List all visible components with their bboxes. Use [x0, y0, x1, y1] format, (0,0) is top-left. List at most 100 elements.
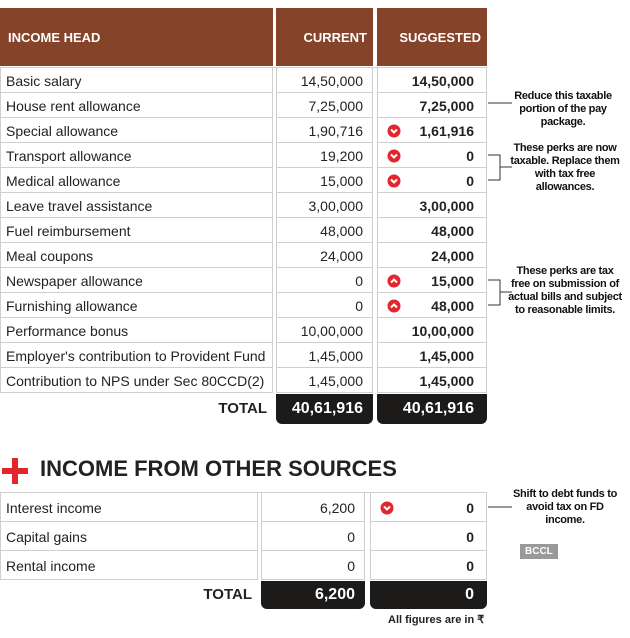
table-cell: [377, 93, 487, 118]
current-value: 24,000: [320, 247, 363, 264]
table-cell: [0, 168, 273, 193]
header-cell: [0, 8, 273, 66]
total-suggested: 40,61,916: [402, 400, 474, 417]
table-cell: [0, 243, 273, 268]
table-cell: [276, 368, 373, 393]
suggested-value: 0: [466, 172, 474, 189]
header-cell: [276, 8, 373, 66]
table-cell: [0, 93, 273, 118]
table-cell: [276, 243, 373, 268]
table-cell: [377, 218, 487, 243]
increase-icon: [387, 274, 401, 287]
footnote: All figures are in ₹: [388, 614, 485, 626]
current-value: 48,000: [320, 222, 363, 239]
credit: BCCL: [520, 544, 558, 559]
table-cell: [0, 318, 273, 343]
table-cell: [377, 193, 487, 218]
total-suggested: 0: [465, 586, 474, 603]
decrease-icon: [387, 174, 401, 187]
row-label: House rent allowance: [6, 97, 141, 114]
suggested-value: 1,45,000: [419, 372, 475, 389]
table-cell: [370, 551, 487, 580]
table-cell: [276, 93, 373, 118]
table-cell: [276, 168, 373, 193]
current-value: 3,00,000: [308, 197, 364, 214]
current-value: 0: [347, 557, 355, 574]
table-cell: [0, 268, 273, 293]
suggested-value: 48,000: [431, 297, 474, 314]
note: Shift to debt funds to avoid tax on FD i…: [513, 488, 617, 526]
total-box: [261, 581, 365, 609]
total-current: 40,61,916: [291, 400, 363, 417]
table-cell: [377, 318, 487, 343]
row-label: Meal coupons: [6, 247, 94, 264]
table-cell: [276, 318, 373, 343]
table-cell: [0, 118, 273, 143]
note: Reduce this taxable portion of the pay p…: [514, 90, 612, 128]
row-label: Special allowance: [6, 122, 119, 139]
table-cell: [276, 293, 373, 318]
table-cell: [377, 68, 487, 93]
table-cell: [261, 493, 365, 522]
suggested-value: 48,000: [431, 222, 474, 239]
note: These perks are now taxable. Replace the…: [510, 142, 620, 193]
section-title: INCOME FROM OTHER SOURCES: [40, 456, 397, 481]
row-label: Newspaper allowance: [6, 272, 143, 289]
table-cell: [0, 68, 273, 93]
column-header: INCOME HEAD: [8, 30, 101, 45]
current-value: 10,00,000: [300, 322, 363, 339]
row-label: Capital gains: [6, 528, 87, 545]
total-box: [377, 394, 487, 424]
row-label: Contribution to NPS under Sec 80CCD(2): [6, 372, 265, 389]
table-cell: [0, 193, 273, 218]
header-cell: [377, 8, 487, 66]
total-box: [370, 581, 487, 609]
table-cell: [0, 551, 258, 580]
suggested-value: 10,00,000: [411, 322, 474, 339]
plus-icon: [2, 468, 28, 474]
table-cell: [261, 551, 365, 580]
decrease-icon: [380, 501, 394, 514]
table-cell: [276, 218, 373, 243]
table-cell: [377, 243, 487, 268]
table-rule: [0, 67, 487, 68]
current-value: 1,90,716: [308, 122, 364, 139]
current-value: 1,45,000: [308, 347, 364, 364]
table-cell: [276, 193, 373, 218]
table-cell: [0, 143, 273, 168]
row-label: Medical allowance: [6, 172, 121, 189]
table-cell: [377, 143, 487, 168]
current-value: 1,45,000: [308, 372, 364, 389]
suggested-value: 1,45,000: [419, 347, 475, 364]
column-header: SUGGESTED: [399, 30, 481, 45]
table-cell: [0, 493, 258, 522]
table-rule: [0, 492, 487, 493]
table-cell: [0, 368, 273, 393]
row-label: Interest income: [6, 499, 102, 516]
row-label: Fuel reimbursement: [6, 222, 131, 239]
suggested-value: 0: [466, 147, 474, 164]
current-value: 0: [355, 297, 363, 314]
current-value: 7,25,000: [308, 97, 364, 114]
total-label: TOTAL: [203, 586, 252, 603]
row-label: Transport allowance: [6, 147, 132, 164]
table-cell: [276, 118, 373, 143]
table-cell: [261, 522, 365, 551]
suggested-value: 3,00,000: [419, 197, 475, 214]
row-label: Performance bonus: [6, 322, 129, 339]
table-cell: [377, 343, 487, 368]
current-value: 6,200: [319, 499, 355, 516]
table-cell: [0, 293, 273, 318]
decrease-icon: [387, 124, 401, 137]
total-current: 6,200: [314, 586, 355, 603]
row-label: Employer's contribution to Provident Fun…: [6, 347, 266, 364]
table-cell: [377, 368, 487, 393]
suggested-value: 15,000: [431, 272, 474, 289]
table-cell: [0, 218, 273, 243]
suggested-value: 1,61,916: [419, 122, 475, 139]
table-cell: [276, 68, 373, 93]
note-bracket: [488, 154, 512, 181]
increase-icon: [387, 299, 401, 312]
row-label: Basic salary: [6, 72, 82, 89]
